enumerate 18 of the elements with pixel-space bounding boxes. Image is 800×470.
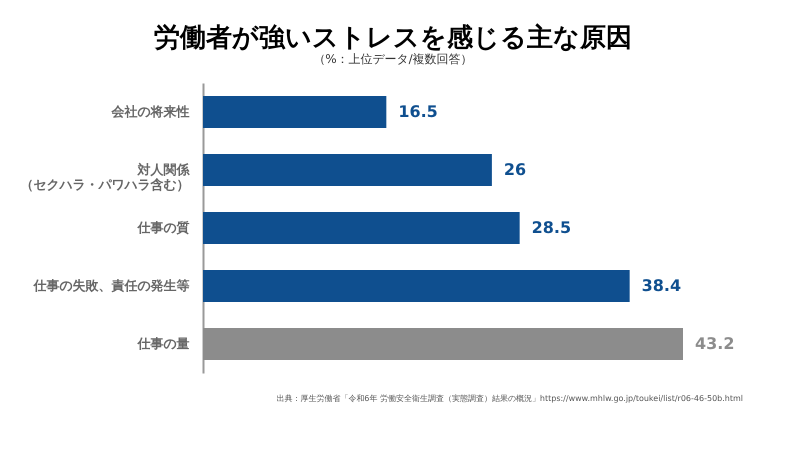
data-label: 38.4 <box>642 276 682 295</box>
data-label: 16.5 <box>398 102 438 121</box>
bar <box>203 212 520 244</box>
y-tick-label: 仕事の質 <box>136 220 190 236</box>
source-note: 出典：厚生労働省「令和6年 労働安全衛生調査（実態調査）結果の概況」https://www.mhlw.go.jp/toukei/list/r06-46-50b.html <box>276 394 743 403</box>
bar <box>203 154 492 186</box>
y-tick-label: 会社の将来性 <box>110 104 190 120</box>
data-label: 43.2 <box>695 334 734 353</box>
bar <box>203 328 683 360</box>
bar <box>203 96 386 128</box>
y-tick-label: 仕事の失敗、責任の発生等 <box>32 279 190 294</box>
data-label: 28.5 <box>532 218 572 237</box>
chart-title: 労働者が強いストレスを感じる主な原因 <box>154 23 632 53</box>
y-tick-label: 仕事の量 <box>136 337 190 352</box>
chart-subtitle: （%：上位データ/複数回答） <box>313 52 473 66</box>
bar <box>203 270 630 302</box>
y-tick-label: 対人関係（セクハラ・パワハラ含む） <box>20 162 190 193</box>
data-label: 26 <box>504 160 526 179</box>
